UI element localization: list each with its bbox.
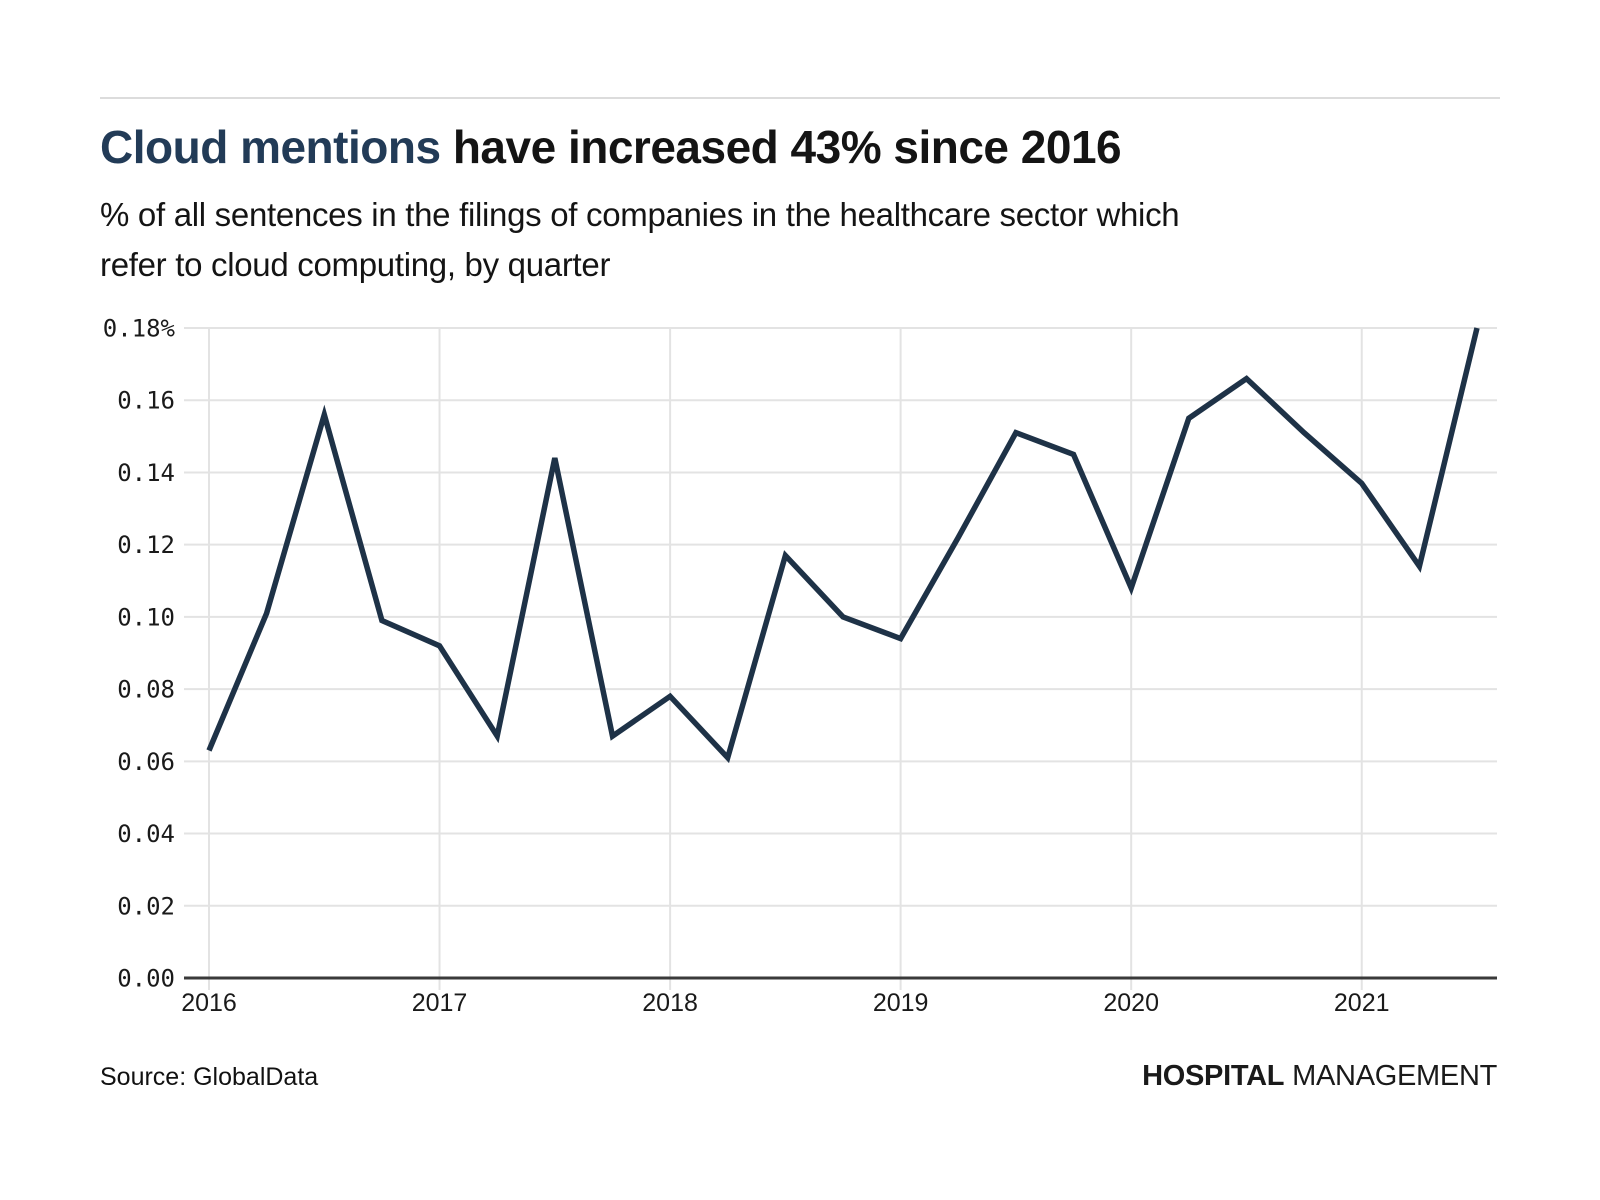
x-axis-tick-label: 2017: [412, 989, 468, 1017]
brand-logo-bold: HOSPITAL: [1142, 1060, 1285, 1092]
y-axis-tick-label: 0.08: [117, 676, 175, 704]
x-axis-tick-label: 2020: [1103, 989, 1159, 1017]
y-axis-tick-label: 0.06: [117, 748, 175, 776]
data-line-series: [206, 327, 1480, 764]
chart-title: Cloud mentions have increased 43% since …: [100, 120, 1500, 174]
x-axis-tick-label: 2021: [1334, 989, 1390, 1017]
x-axis-tick-label: 2018: [642, 989, 698, 1017]
y-axis-tick-label: 0.04: [117, 820, 175, 848]
chart-title-highlight: Cloud mentions: [100, 121, 441, 173]
x-axis-tick-label: 2016: [181, 989, 237, 1017]
top-divider: [100, 97, 1500, 99]
y-axis-tick-label: 0.10: [117, 603, 175, 631]
chart-subtitle-line2: refer to cloud computing, by quarter: [100, 245, 611, 283]
brand-logo-light: MANAGEMENT: [1292, 1060, 1497, 1092]
chart-subtitle-line1: % of all sentences in the filings of com…: [100, 196, 1180, 234]
y-axis-tick-label: 0.16: [117, 387, 175, 415]
chart-header: Cloud mentions have increased 43% since …: [100, 120, 1500, 289]
y-axis-tick-label: 0.12: [117, 531, 175, 559]
chart-title-rest: have increased 43% since 2016: [440, 121, 1122, 173]
x-axis-tick-label: 2019: [873, 989, 929, 1017]
y-axis-tick-label: 0.18%: [103, 315, 176, 343]
brand-logo: HOSPITAL MANAGEMENT: [1142, 1060, 1497, 1093]
y-axis-tick-label: 0.00: [117, 965, 175, 993]
y-axis-tick-label: 0.14: [117, 459, 175, 487]
source-note: Source: GlobalData: [100, 1063, 319, 1091]
chart-subtitle: % of all sentences in the filings of com…: [100, 190, 1500, 289]
chart-footer: Source: GlobalData HOSPITAL MANAGEMENT: [100, 1060, 1497, 1093]
y-axis-tick-label: 0.02: [117, 892, 175, 920]
